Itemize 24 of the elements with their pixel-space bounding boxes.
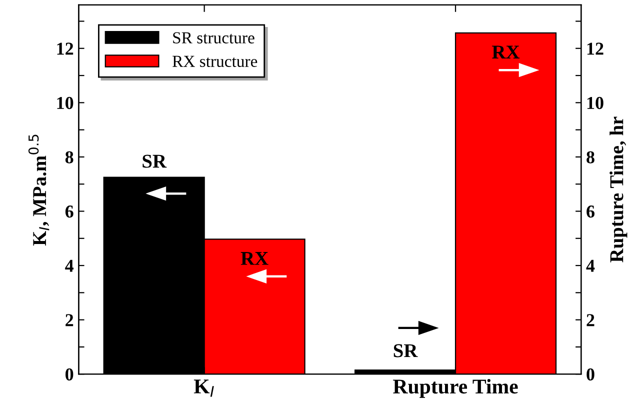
x-tick-label: Rupture Time bbox=[393, 378, 518, 398]
y-tick-label: 10 bbox=[57, 96, 74, 110]
y-axis-title: K$_{I}$, MPa.m$^{0.5}$ bbox=[28, 134, 50, 246]
y-tick-label: 6 bbox=[65, 206, 74, 218]
annotation: RX bbox=[240, 252, 268, 265]
y-tick-label: 0 bbox=[66, 368, 74, 381]
y2-tick-label: 6 bbox=[586, 206, 594, 218]
y2-tick-label: 10 bbox=[587, 96, 604, 110]
annotation: SR bbox=[142, 154, 167, 168]
y-tick-label: 12 bbox=[57, 42, 74, 55]
y2-axis-title: Rupture Time, hr bbox=[610, 116, 628, 262]
x-tick-label: K$_{I}$ bbox=[194, 380, 214, 397]
annotation: RX bbox=[492, 46, 520, 58]
y2-tick-label: 0 bbox=[586, 368, 594, 381]
y2-tick-label: 2 bbox=[586, 314, 594, 326]
y-tick-label: 4 bbox=[65, 260, 74, 272]
annotation: SR bbox=[394, 344, 418, 358]
y-tick-label: 2 bbox=[66, 314, 74, 326]
y-tick-label: 8 bbox=[65, 151, 74, 164]
legend-label: RX structure bbox=[172, 56, 258, 67]
y2-tick-label: 4 bbox=[586, 260, 595, 272]
y2-tick-label: 12 bbox=[587, 42, 604, 55]
legend-label: SR structure bbox=[173, 32, 254, 44]
y2-tick-label: 8 bbox=[586, 151, 594, 164]
